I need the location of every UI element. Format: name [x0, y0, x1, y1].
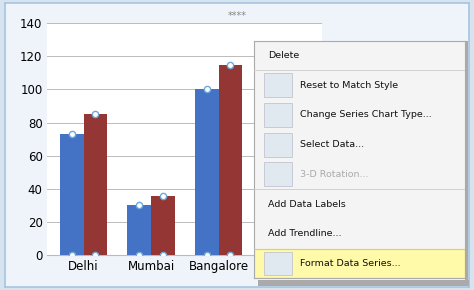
- Text: Delete: Delete: [268, 51, 300, 60]
- Bar: [254, 249, 465, 278]
- Bar: [128, 206, 151, 255]
- Bar: [264, 133, 292, 157]
- Text: Add Trendline...: Add Trendline...: [268, 229, 342, 238]
- Bar: [219, 65, 242, 255]
- Text: Change Series Chart Type...: Change Series Chart Type...: [300, 110, 432, 119]
- Text: Add Data Labels: Add Data Labels: [268, 200, 346, 209]
- Bar: [151, 195, 175, 255]
- Text: Reset to Match Style: Reset to Match Style: [300, 81, 398, 90]
- Text: Select Data...: Select Data...: [300, 140, 364, 149]
- Bar: [264, 103, 292, 127]
- Bar: [195, 90, 219, 255]
- Bar: [83, 114, 107, 255]
- Bar: [264, 252, 292, 276]
- Bar: [263, 98, 286, 255]
- Bar: [60, 134, 83, 255]
- Text: 3-D Rotation...: 3-D Rotation...: [300, 170, 368, 179]
- Text: ****: ****: [228, 11, 246, 21]
- Text: Format Data Series...: Format Data Series...: [300, 259, 401, 268]
- Bar: [286, 73, 310, 255]
- Bar: [264, 73, 292, 97]
- Bar: [264, 162, 292, 186]
